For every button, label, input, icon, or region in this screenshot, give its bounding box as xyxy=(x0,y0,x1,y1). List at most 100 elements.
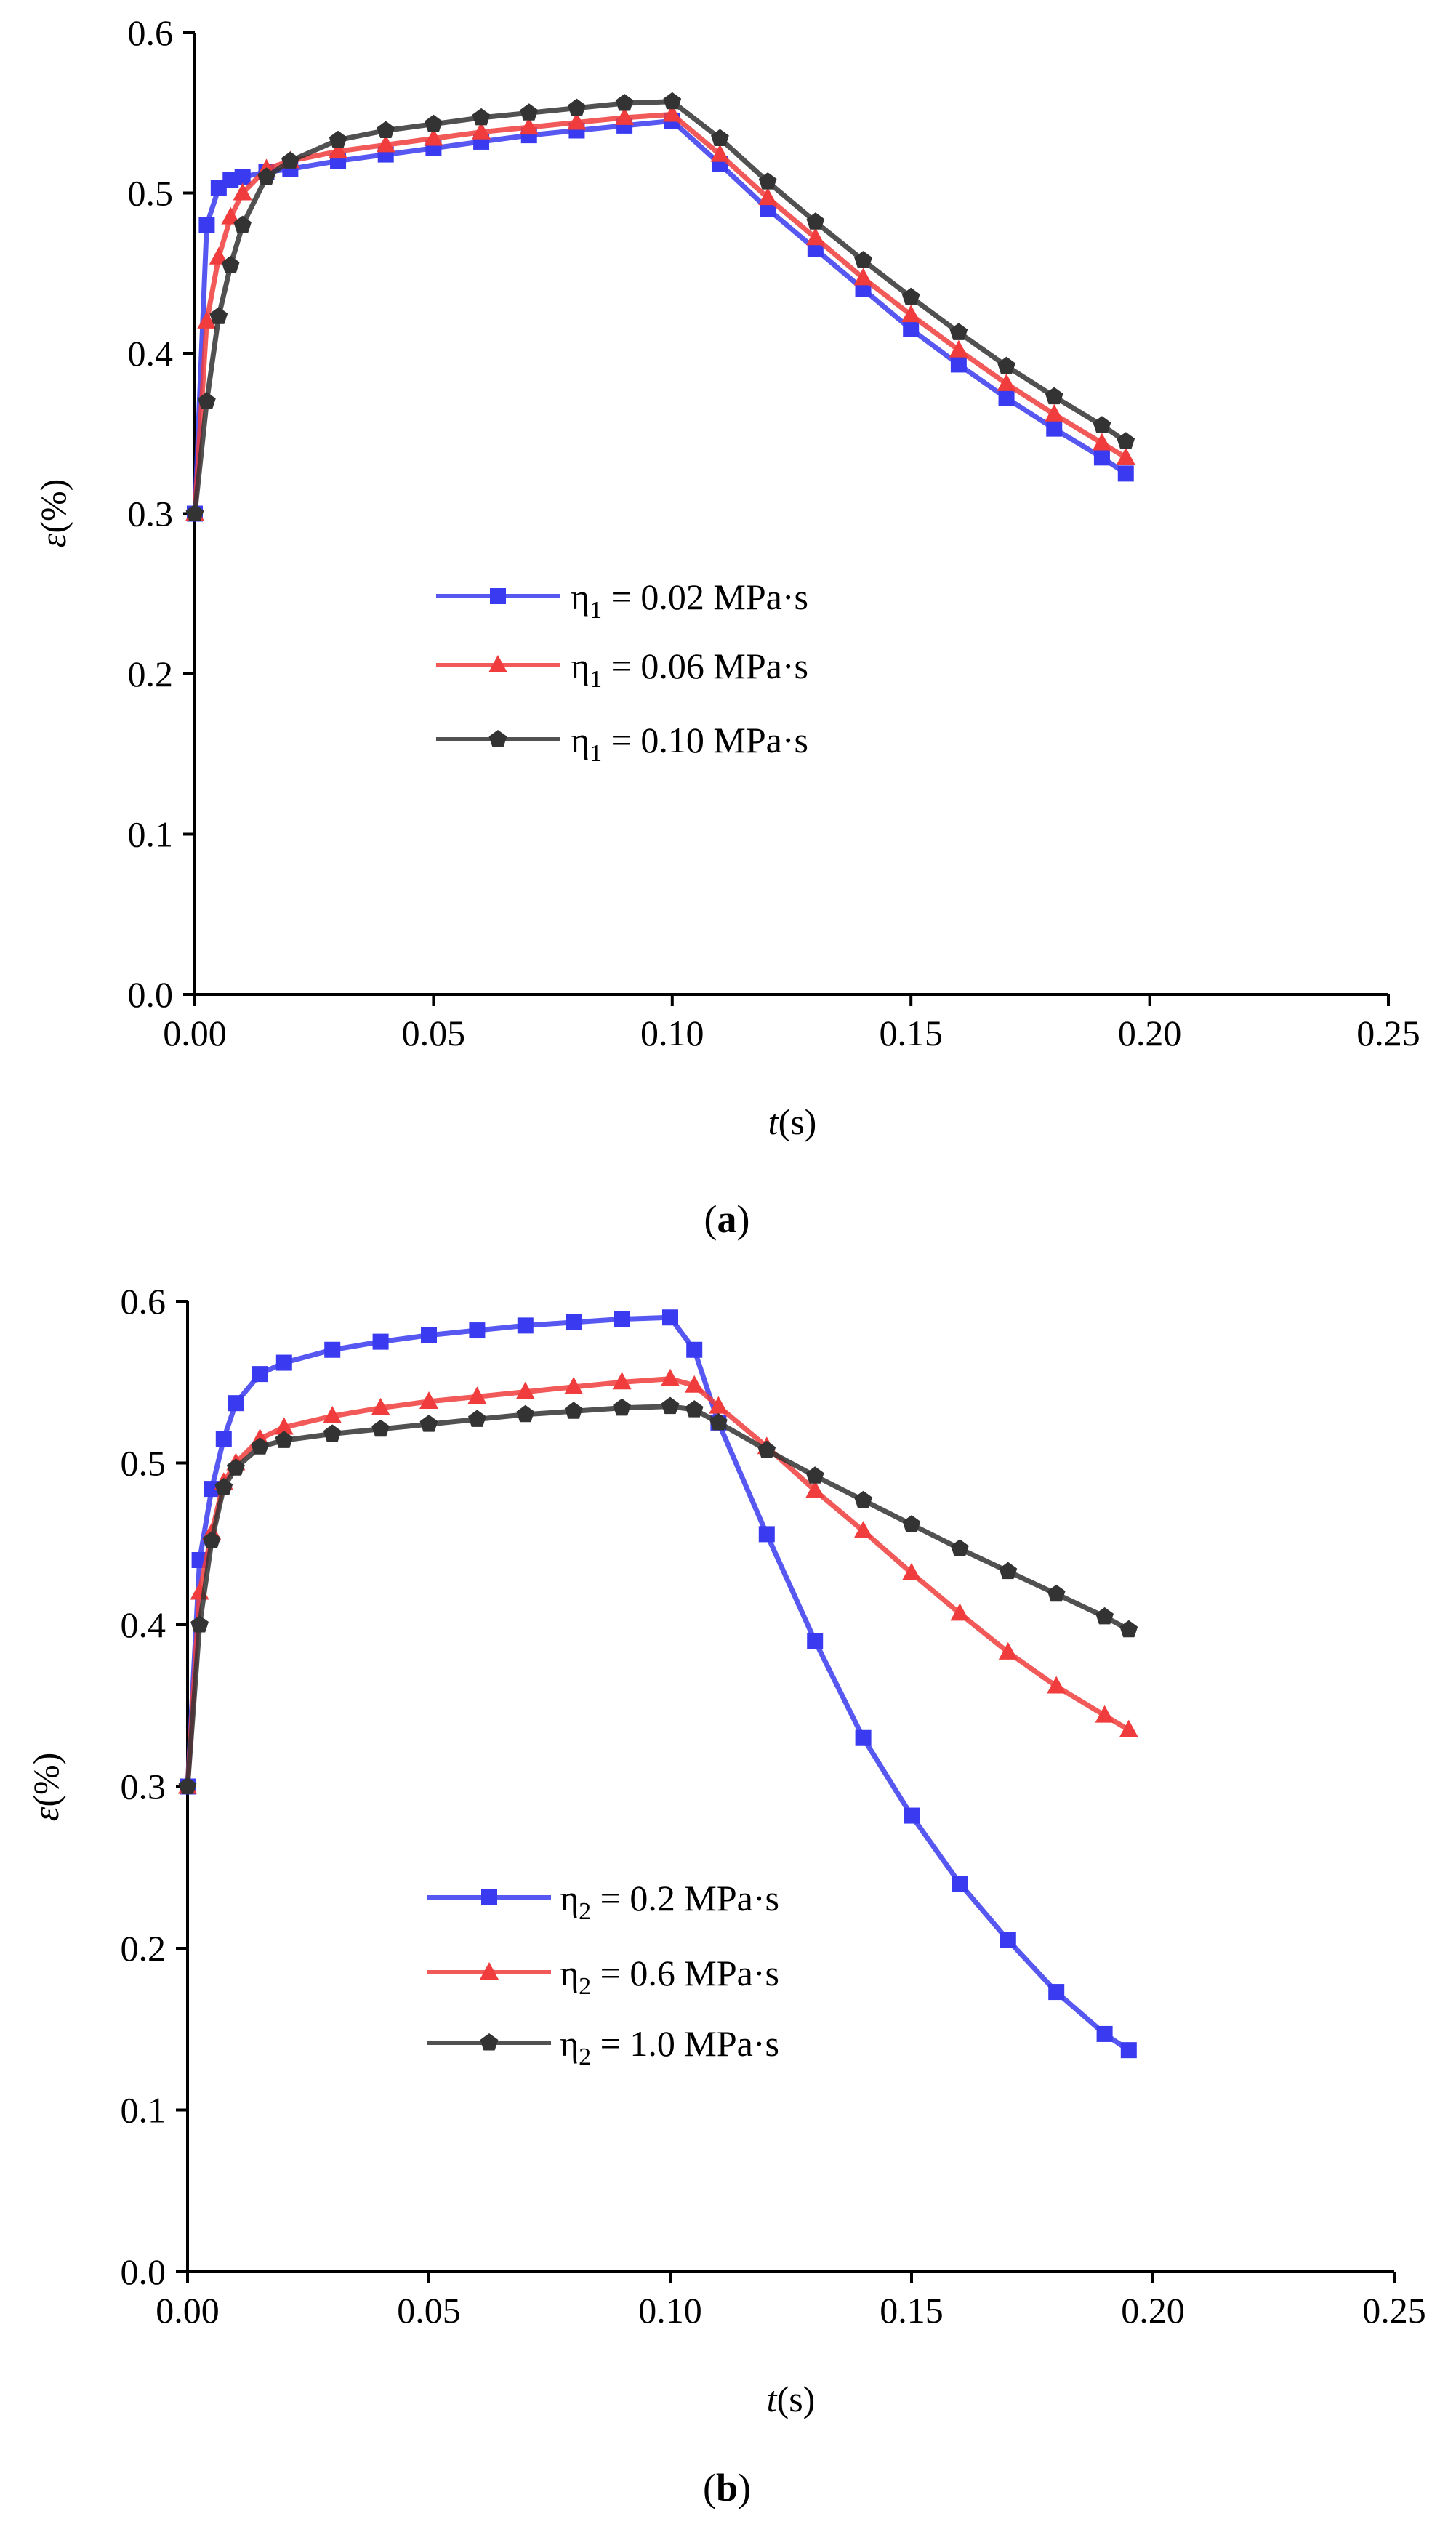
data-point xyxy=(515,1381,535,1399)
y-tick-label: 0.2 xyxy=(121,1928,166,1969)
data-point xyxy=(903,321,920,337)
data-point xyxy=(178,1777,197,1794)
data-point xyxy=(469,1322,486,1339)
data-point xyxy=(421,1327,437,1343)
y-tick-label: 0.1 xyxy=(128,814,174,855)
series-pentagon-2 xyxy=(185,92,1135,521)
data-point xyxy=(612,1372,632,1390)
data-point xyxy=(1116,447,1135,465)
y-tick-label: 0.5 xyxy=(128,173,174,214)
data-point xyxy=(372,1333,389,1350)
data-point xyxy=(1117,432,1135,449)
data-point xyxy=(198,392,216,409)
data-point xyxy=(854,251,872,268)
y-tick-label: 0.2 xyxy=(128,654,174,694)
data-point xyxy=(805,1480,825,1498)
data-point xyxy=(950,1603,970,1621)
data-point xyxy=(758,188,778,206)
legend-item-1: η2 = 0.6 MPa·s xyxy=(427,1953,779,2000)
panel-label-a: (a) xyxy=(704,1197,750,1241)
legend-item-2: η2 = 1.0 MPa·s xyxy=(427,2023,779,2070)
y-tick-label: 0.1 xyxy=(121,2090,166,2131)
y-tick-label: 0.4 xyxy=(128,333,174,374)
legend-item-0: η2 = 0.2 MPa·s xyxy=(427,1878,779,1925)
x-ticks: 0.00 0.05 0.10 0.15 0.20 0.25 xyxy=(156,2272,1426,2331)
data-point xyxy=(805,228,825,246)
series-layer xyxy=(185,92,1135,522)
data-point xyxy=(1047,1584,1066,1602)
legend-label-2: η1 = 0.10 MPa·s xyxy=(571,720,808,767)
data-point xyxy=(323,1405,342,1423)
data-point xyxy=(275,1354,292,1371)
data-point xyxy=(472,108,491,126)
data-point xyxy=(251,1437,269,1455)
data-point xyxy=(1092,433,1111,451)
data-point xyxy=(419,1415,438,1432)
data-point xyxy=(1096,2025,1113,2042)
data-point xyxy=(425,114,443,132)
data-point xyxy=(1095,1607,1114,1625)
data-point xyxy=(1045,403,1064,422)
data-point xyxy=(901,305,921,323)
data-point xyxy=(1120,2042,1137,2059)
x-tick-label: 0.00 xyxy=(163,1013,227,1053)
legend-label-0: η2 = 0.2 MPa·s xyxy=(560,1878,779,1925)
data-point xyxy=(951,1539,969,1556)
x-tick-label: 0.25 xyxy=(1362,2290,1426,2331)
data-point xyxy=(190,1615,209,1633)
data-point xyxy=(997,373,1016,391)
data-point xyxy=(950,356,967,373)
data-point xyxy=(614,1311,630,1327)
y-tick-label: 0.5 xyxy=(121,1443,166,1484)
x-tick-label: 0.20 xyxy=(1118,1013,1182,1053)
legend-item-1: η1 = 0.06 MPa·s xyxy=(436,646,808,693)
x-tick-label: 0.00 xyxy=(156,2290,220,2331)
legend-label-1: η1 = 0.06 MPa·s xyxy=(571,646,808,693)
data-point xyxy=(377,121,395,138)
data-point xyxy=(661,1396,680,1415)
data-point xyxy=(662,104,682,122)
data-point xyxy=(1095,1705,1114,1723)
data-point xyxy=(233,215,252,233)
data-point xyxy=(854,1490,872,1508)
legend-marker-triangle xyxy=(480,1962,499,1980)
data-point xyxy=(709,1412,728,1431)
data-point xyxy=(902,1562,921,1580)
x-tick-label: 0.20 xyxy=(1121,2290,1185,2331)
y-tick-label: 0.6 xyxy=(121,1281,166,1322)
data-point xyxy=(185,504,204,521)
data-point xyxy=(685,1375,704,1393)
data-point xyxy=(520,103,539,121)
data-point xyxy=(468,1410,486,1427)
data-point xyxy=(686,1341,703,1358)
data-point xyxy=(711,129,729,146)
data-point xyxy=(568,98,586,116)
data-point xyxy=(227,1458,245,1476)
data-point xyxy=(376,134,395,153)
data-point xyxy=(1046,420,1063,437)
series-pentagon-2 xyxy=(178,1396,1138,1794)
data-point xyxy=(661,1368,680,1386)
data-point xyxy=(419,1391,438,1409)
y-tick-label: 0.3 xyxy=(121,1767,166,1807)
data-point xyxy=(1093,449,1110,466)
data-point xyxy=(324,1341,341,1358)
data-point xyxy=(257,167,275,185)
series-line-1 xyxy=(185,1376,1130,1787)
data-point xyxy=(758,172,777,190)
data-point xyxy=(202,1531,221,1548)
data-point xyxy=(275,1431,294,1448)
data-point xyxy=(1117,465,1134,482)
data-point xyxy=(999,1562,1018,1580)
data-point xyxy=(252,1366,268,1383)
legend: η2 = 0.2 MPa·s η2 = 0.6 MPa·s η2 = 1.0 M… xyxy=(427,1878,779,2070)
data-point xyxy=(274,1417,294,1435)
y-ticks: 0.0 0.1 0.2 0.3 0.4 0.5 0.6 xyxy=(121,1281,188,2292)
y-axis-title: ε(%) xyxy=(33,479,73,548)
data-point xyxy=(757,1440,776,1458)
y-tick-label: 0.3 xyxy=(128,494,174,534)
data-point xyxy=(564,1376,584,1394)
data-point xyxy=(371,1419,390,1437)
data-point xyxy=(998,1641,1018,1660)
data-point xyxy=(1000,1932,1016,1948)
